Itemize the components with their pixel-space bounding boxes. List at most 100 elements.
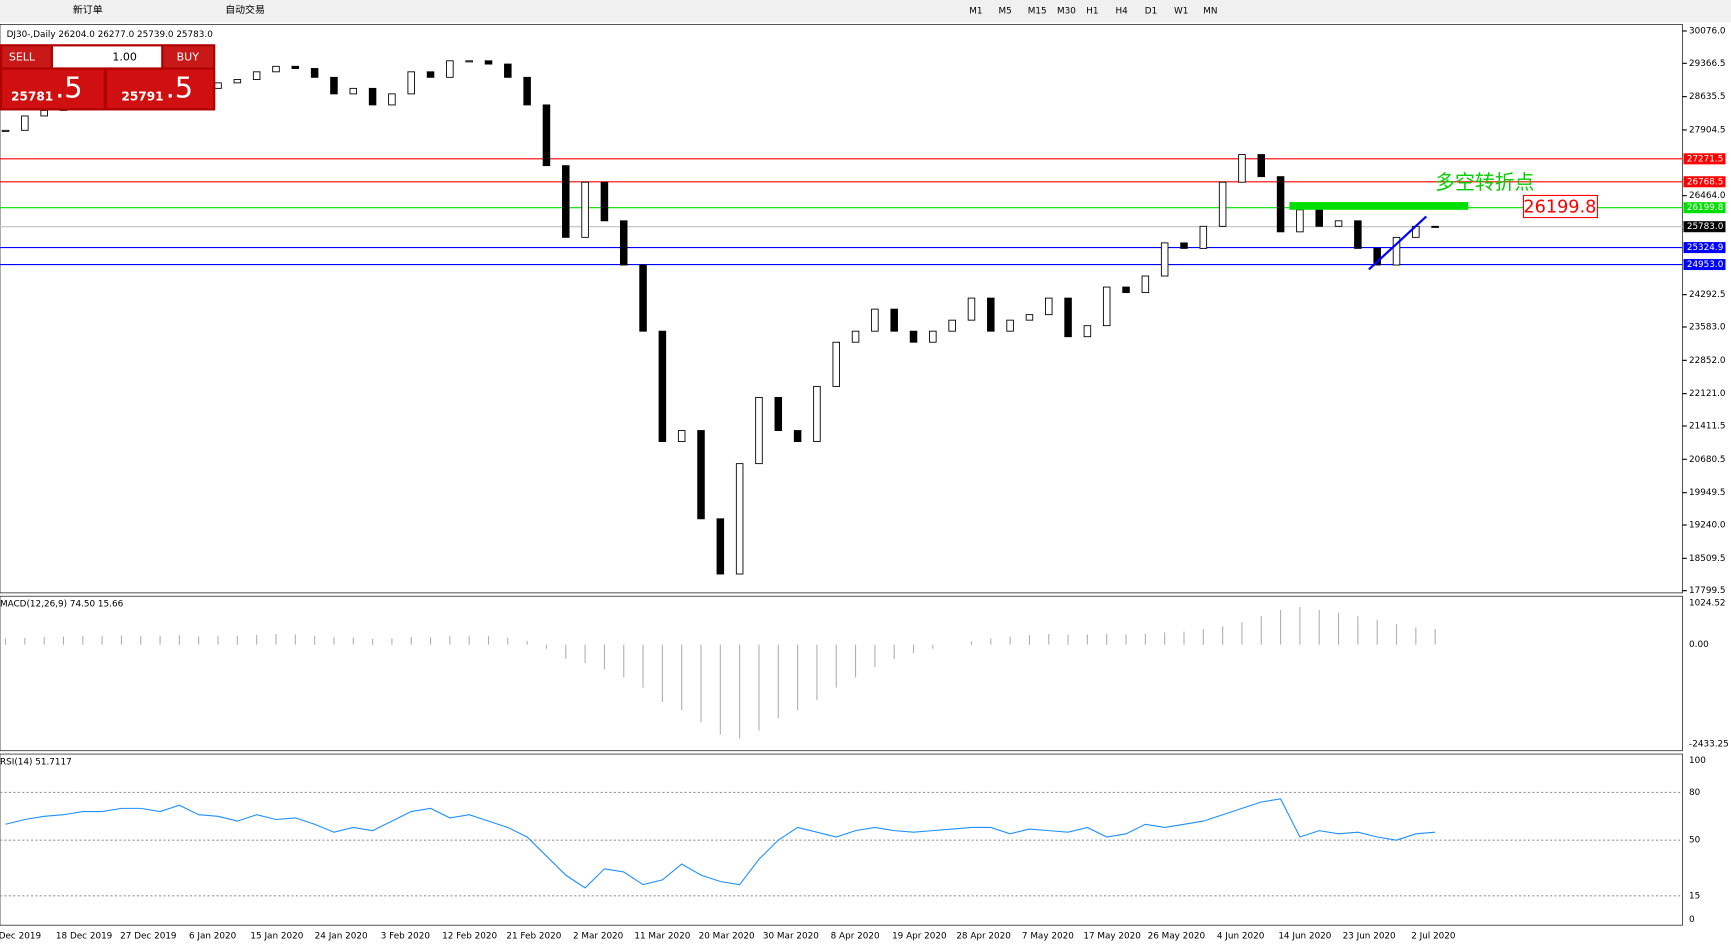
level-label: 26768.5 <box>1687 177 1724 187</box>
candle <box>272 65 280 73</box>
candle <box>523 76 531 106</box>
lots[interactable]: 1.00 <box>112 50 137 63</box>
buy-price-box[interactable] <box>107 69 214 109</box>
sell-pip[interactable]: .5 <box>55 70 82 104</box>
candle <box>1 129 10 132</box>
candle <box>21 115 29 131</box>
date-label: 7 May 2020 <box>1022 932 1074 942</box>
candle <box>1257 154 1266 178</box>
auto-trade[interactable]: 自动交易 <box>225 3 265 16</box>
y-tick-label: 0 <box>1689 915 1695 925</box>
y-tick-label: 23583.0 <box>1689 322 1726 332</box>
rsi-label: RSI(14) 51.7117 <box>0 757 72 767</box>
y-tick-label: 20680.5 <box>1689 455 1726 465</box>
y-tick-label: 21411.5 <box>1689 421 1726 431</box>
level-tag <box>1683 153 1726 165</box>
candle <box>252 71 261 80</box>
new-order[interactable]: 新订单 <box>73 3 103 16</box>
candle <box>735 463 744 575</box>
date-label: 4 Jun 2020 <box>1217 932 1265 942</box>
timeframe-button[interactable]: D1 <box>1145 7 1157 17</box>
main-pane <box>0 24 1683 594</box>
timeframe-button[interactable]: H4 <box>1116 7 1129 17</box>
buy-price[interactable]: 25791 <box>121 90 163 104</box>
candle <box>677 430 686 443</box>
annotation: 多空转折点 <box>1435 171 1534 194</box>
y-tick-label: 80 <box>1689 788 1701 798</box>
candle <box>1392 236 1401 266</box>
candle <box>40 109 48 117</box>
candle <box>851 330 860 343</box>
toolbar <box>0 0 1731 23</box>
candle <box>484 60 493 65</box>
y-tick-label: 17799.5 <box>1689 586 1726 596</box>
y-tick-label: 24292.5 <box>1689 290 1726 300</box>
candle <box>697 430 705 520</box>
date-label: 27 Dec 2019 <box>120 932 176 942</box>
candle <box>967 297 976 321</box>
y-tick-label: 22121.0 <box>1689 389 1726 399</box>
level-tag <box>1683 176 1726 188</box>
y-tick-label: 29366.5 <box>1689 59 1726 69</box>
buy-pip[interactable]: .5 <box>166 70 193 104</box>
candle <box>909 330 918 343</box>
level-label: 27271.5 <box>1687 154 1724 164</box>
lots-box[interactable] <box>52 46 162 68</box>
timeframe-button[interactable]: M30 <box>1057 7 1076 17</box>
candle <box>813 385 821 443</box>
candle <box>1276 176 1285 233</box>
candle <box>1160 242 1169 277</box>
timeframe-button[interactable]: M1 <box>969 7 982 17</box>
level-tag <box>1683 221 1726 233</box>
y-tick-label: 26464.0 <box>1689 191 1726 201</box>
level-label: 26199.8 <box>1687 203 1724 213</box>
timeframe-button[interactable]: M15 <box>1028 7 1047 17</box>
candle <box>600 181 609 222</box>
candle <box>1045 297 1053 316</box>
timeframe-button[interactable]: W1 <box>1174 7 1188 17</box>
candle <box>1354 220 1362 249</box>
highlight-bar <box>1289 202 1469 210</box>
candle <box>310 68 319 78</box>
buy[interactable]: BUY <box>177 50 200 63</box>
date-label: 8 Apr 2020 <box>831 932 880 942</box>
candle <box>1180 242 1188 249</box>
date-label: 28 Apr 2020 <box>956 932 1011 942</box>
date-label: 24 Jan 2020 <box>315 932 368 942</box>
candle <box>1025 314 1034 321</box>
timeframe-button[interactable]: H1 <box>1086 7 1098 17</box>
candle <box>716 518 725 575</box>
candle <box>1141 275 1150 294</box>
trend-arrow <box>1368 215 1428 271</box>
level-tag <box>1683 202 1726 214</box>
candle <box>1373 247 1381 266</box>
candle <box>1122 286 1130 294</box>
candle <box>465 60 473 63</box>
sell-button[interactable] <box>2 46 51 68</box>
candle <box>446 60 454 78</box>
rsi-pane <box>0 753 1683 926</box>
candle <box>1102 286 1111 327</box>
macd-label: MACD(12,26,9) 74.50 15.66 <box>0 599 124 609</box>
date-label: 19 Apr 2020 <box>892 932 947 942</box>
new-order-button[interactable] <box>55 2 113 20</box>
timeframe-button[interactable]: M5 <box>999 7 1012 17</box>
candle <box>1238 154 1246 183</box>
candle <box>1431 225 1439 228</box>
candle <box>1315 209 1323 227</box>
candle <box>948 319 956 332</box>
date-label: Dec 2019 <box>0 932 41 942</box>
price-callout: 26199.8 <box>1523 198 1596 218</box>
level-tag <box>1683 259 1726 271</box>
timeframe-button[interactable]: MN <box>1203 7 1217 17</box>
buy-button[interactable] <box>163 46 214 68</box>
date-label: 23 Jun 2020 <box>1343 932 1396 942</box>
date-label: 2 Mar 2020 <box>573 932 624 942</box>
sell-price[interactable]: 25781 <box>11 90 53 104</box>
candle <box>1296 209 1304 233</box>
candle <box>619 220 628 266</box>
candle <box>658 330 667 443</box>
sell-price-box[interactable] <box>2 69 104 109</box>
sell[interactable]: SELL <box>9 50 36 63</box>
